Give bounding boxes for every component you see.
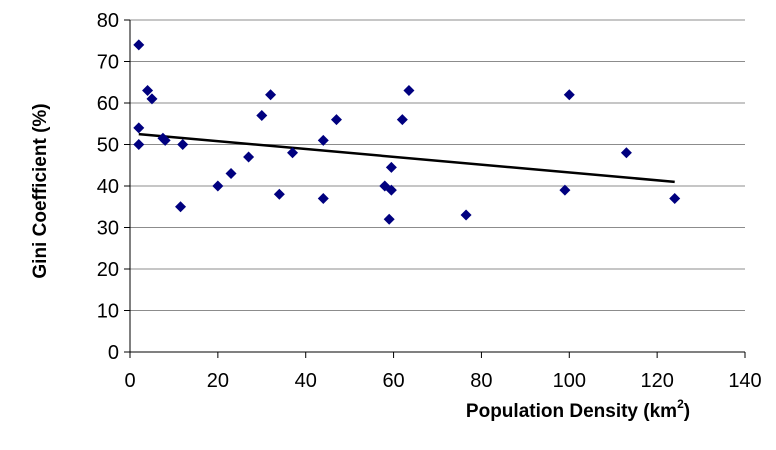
x-axis-label-superscript: 2 — [677, 397, 684, 411]
y-tick-label: 20 — [97, 259, 119, 281]
data-point — [317, 134, 329, 146]
x-axis-label: Population Density (km2) — [466, 397, 690, 422]
data-point — [460, 209, 472, 221]
x-tick-label: 140 — [728, 370, 761, 392]
x-tick-label: 20 — [207, 370, 229, 392]
x-tick-label: 60 — [382, 370, 404, 392]
gridlines — [130, 19, 745, 311]
data-point — [287, 147, 299, 159]
data-point — [175, 201, 187, 213]
y-tick-label: 80 — [97, 10, 119, 32]
data-point — [317, 192, 329, 204]
data-point — [385, 161, 397, 173]
x-axis-label-main: Population Density (km — [466, 401, 677, 422]
y-tick-label: 40 — [97, 176, 119, 198]
data-point — [559, 184, 571, 196]
data-point — [563, 89, 575, 101]
data-point — [177, 139, 189, 150]
trendline — [138, 132, 675, 184]
data-point — [142, 85, 154, 97]
data-point — [159, 134, 171, 146]
y-tick-labels: 0 10 20 30 40 50 60 70 80 — [97, 10, 130, 364]
data-point — [133, 122, 145, 134]
data-point — [669, 192, 681, 204]
data-point — [265, 89, 277, 101]
data-point — [385, 184, 397, 196]
x-tick-label: 120 — [640, 370, 673, 392]
data-point — [396, 114, 408, 126]
data-point — [133, 39, 145, 51]
data-point — [330, 114, 342, 126]
data-point — [403, 85, 415, 97]
y-tick-label: 10 — [97, 301, 119, 323]
x-tick-label: 100 — [553, 370, 586, 392]
data-point — [273, 188, 285, 200]
x-tick-label: 40 — [295, 370, 317, 392]
x-tick-label: 0 — [124, 370, 135, 392]
data-point — [146, 93, 158, 105]
data-point — [133, 139, 145, 150]
data-point — [256, 109, 268, 121]
data-point — [243, 151, 255, 163]
data-point — [225, 168, 237, 180]
x-tick-labels: 0 20 40 60 80 100 120 140 — [124, 352, 762, 392]
data-points — [133, 39, 681, 225]
y-tick-label: 30 — [97, 218, 119, 240]
data-point — [620, 147, 632, 159]
y-tick-label: 50 — [97, 135, 119, 157]
x-axis-label-close: ) — [684, 401, 690, 422]
x-tick-label: 80 — [470, 370, 492, 392]
y-axis-label: Gini Coefficient (%) — [30, 103, 51, 278]
y-tick-label: 70 — [97, 52, 119, 74]
data-point — [212, 180, 224, 192]
data-point — [383, 213, 395, 225]
y-tick-label: 0 — [108, 342, 119, 364]
y-tick-label: 60 — [97, 93, 119, 115]
